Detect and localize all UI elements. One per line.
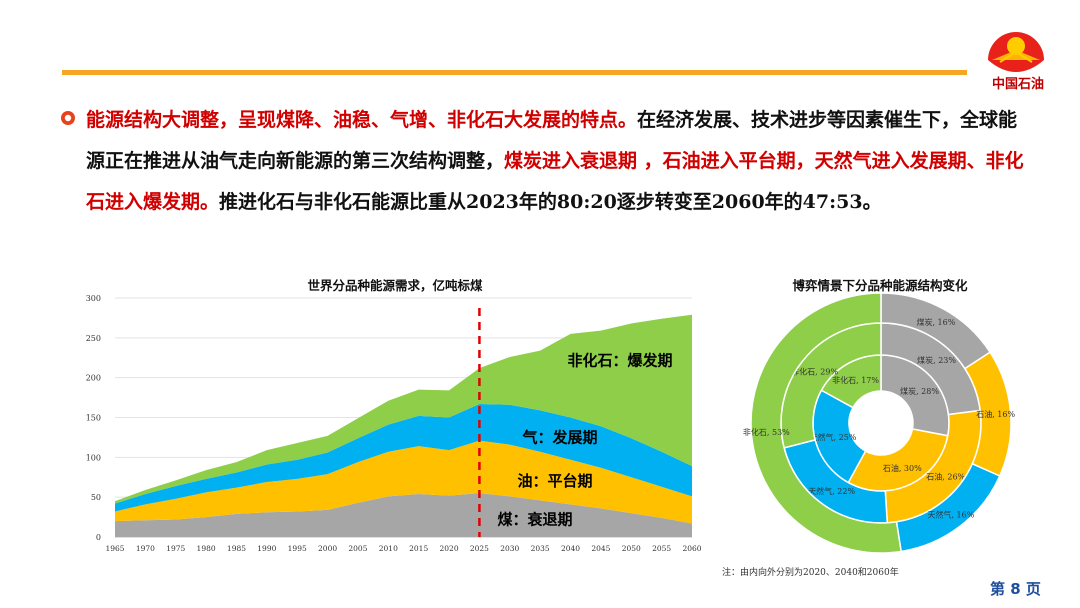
logo-sun-icon <box>988 32 1044 72</box>
y-tick-label: 250 <box>86 334 101 343</box>
area-gas <box>115 403 692 512</box>
para-seg-4: 推进化石与非化石能源比重从2023年的80:20逐步转变至2060年的47:53… <box>219 191 882 213</box>
x-tick-label: 1975 <box>166 544 185 553</box>
donut-chart-title: 博弈情景下分品种能源结构变化 <box>792 278 968 293</box>
para-seg-1: 能源结构大调整，呈现煤降、油稳、气增、非化石大发展的特点。 <box>86 109 638 131</box>
donut-label: 石油, 26% <box>926 472 965 482</box>
donut-chart: 煤炭, 28% 石油, 30% 天然气, 25% 非化石, 17% 煤炭, 23% 石油,… <box>743 292 1015 554</box>
x-tick-label: 2000 <box>318 544 337 553</box>
annotation-nonfossil: 非化石：爆发期 <box>567 352 672 370</box>
x-tick-label: 1980 <box>197 544 216 553</box>
x-tick-label: 2060 <box>682 544 701 553</box>
y-tick-label: 200 <box>86 374 101 383</box>
chart-note: 注：由内向外分别为2020、2040和2060年 <box>722 568 899 578</box>
y-tick-label: 300 <box>86 294 101 303</box>
area-nonfossil <box>115 314 692 504</box>
x-tick-label: 1985 <box>227 544 246 553</box>
x-tick-label: 2005 <box>348 544 367 553</box>
donut-label: 煤炭, 16% <box>916 317 955 327</box>
area-chart-title: 世界分品种能源需求，亿吨标煤 <box>307 278 483 293</box>
x-tick-label: 2025 <box>470 544 489 553</box>
x-tick-label: 2045 <box>591 544 610 553</box>
x-tick-label: 2010 <box>379 544 398 553</box>
y-tick-label: 150 <box>86 414 101 423</box>
header-accent-bar <box>62 70 967 75</box>
donut-label: 煤炭, 23% <box>917 355 956 365</box>
donut-label: 天然气, 25% <box>810 432 857 442</box>
y-tick-label: 100 <box>86 453 101 462</box>
area-coal <box>115 493 692 537</box>
x-tick-label: 2050 <box>622 544 641 553</box>
donut-label: 非化石, 29% <box>791 367 838 377</box>
donut-label: 石油, 16% <box>976 409 1015 419</box>
annotation-oil: 油：平台期 <box>517 472 592 490</box>
petrochina-logo <box>988 32 1044 72</box>
x-tick-label: 1970 <box>136 544 155 553</box>
logo-text: 中国石油 <box>991 77 1044 92</box>
para-seg-3: 煤炭进入衰退期 ，石油进入平台期，天然气进入发展期、非化石进入爆发期。 <box>86 150 1024 213</box>
donut-slice <box>750 292 902 554</box>
x-tick-label: 1965 <box>105 544 124 553</box>
x-tick-label: 2035 <box>531 544 550 553</box>
donut-label: 非化石, 17% <box>832 375 879 385</box>
x-tick-label: 2055 <box>652 544 671 553</box>
donut-label: 煤炭, 28% <box>900 386 939 396</box>
donut-label: 非化石, 53% <box>743 427 790 437</box>
x-tick-label: 2020 <box>440 544 459 553</box>
x-tick-label: 2040 <box>561 544 580 553</box>
donut-label: 石油, 30% <box>883 463 922 473</box>
x-tick-label: 2030 <box>500 544 519 553</box>
page-number: 第 8 页 <box>990 580 1041 598</box>
summary-paragraph: 能源结构大调整，呈现煤降、油稳、气增、非化石大发展的特点。在经济发展、技术进步等… <box>86 100 1036 223</box>
area-oil <box>115 440 692 524</box>
x-tick-label: 1990 <box>257 544 276 553</box>
y-tick-label: 50 <box>91 493 101 502</box>
area-chart: 0 50 100 150 200 250 300 1965 1970 1975 1980 1985 19… <box>86 294 702 553</box>
donut-label: 天然气, 16% <box>927 509 974 519</box>
donut-label: 天然气, 22% <box>808 486 855 496</box>
x-tick-label: 2015 <box>409 544 428 553</box>
y-tick-label: 0 <box>96 533 101 542</box>
bullet-icon <box>61 111 75 125</box>
annotation-coal: 煤：衰退期 <box>497 511 572 529</box>
annotation-gas: 气：发展期 <box>521 429 597 447</box>
x-tick-label: 1995 <box>288 544 307 553</box>
para-seg-2: 在经济发展、技术进步等因素催生下，全球能源正在推进从油气走向新能源的第三次结构调… <box>86 109 1018 172</box>
